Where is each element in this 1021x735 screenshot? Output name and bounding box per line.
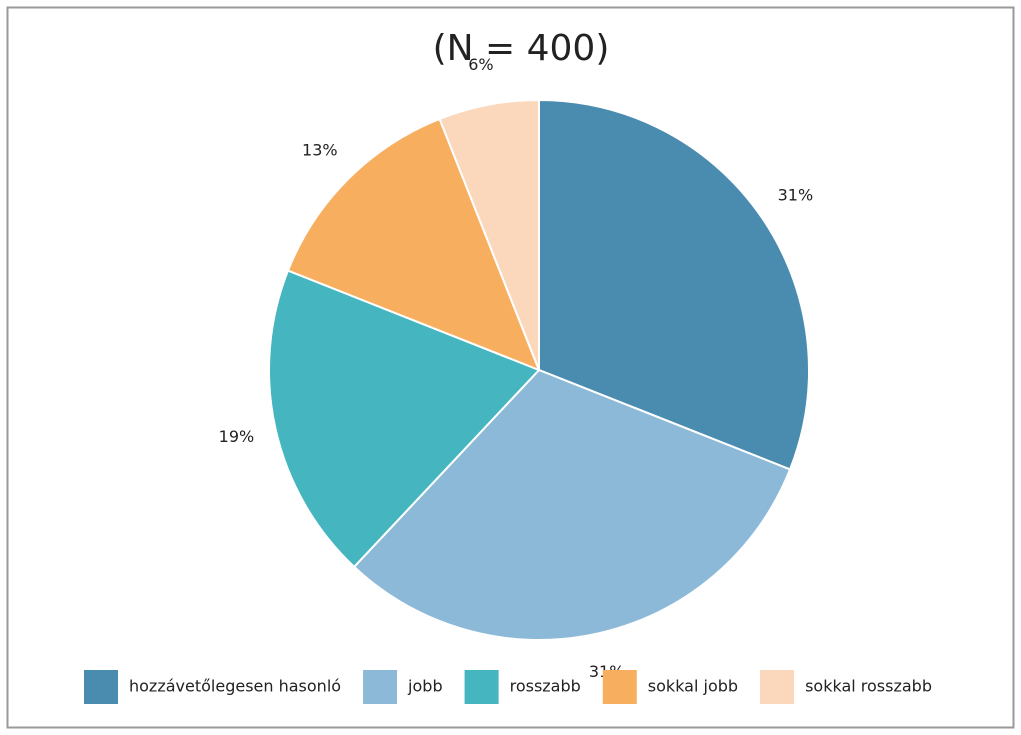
value-label: 19% (219, 427, 255, 446)
value-label: 6% (468, 55, 493, 74)
legend-label: rosszabb (510, 677, 581, 696)
value-label: 13% (302, 140, 338, 159)
legend-label: jobb (407, 677, 443, 696)
value-label: 31% (778, 185, 814, 204)
legend-label: sokkal rosszabb (805, 677, 932, 696)
pie-slice (268, 269, 541, 569)
legend-swatch (602, 670, 637, 704)
pie-slice (438, 98, 540, 371)
legend-swatch (363, 670, 398, 704)
pie-slice (352, 368, 792, 641)
legend-label: sokkal jobb (648, 677, 738, 696)
legend-label: hozzávetőlegesen hasonló (129, 677, 341, 696)
legend-swatch (84, 670, 118, 704)
pie-slice (538, 98, 810, 471)
legend-swatch (464, 670, 499, 704)
pie-slice (286, 117, 541, 372)
chart-title: (N = 400) (433, 28, 610, 69)
legend-swatch (760, 670, 795, 704)
